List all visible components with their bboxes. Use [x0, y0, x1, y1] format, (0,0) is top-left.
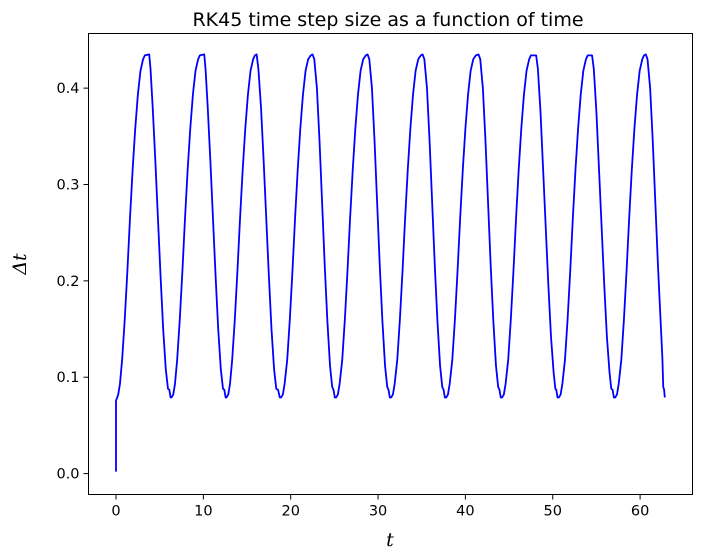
series-line-dt — [115, 53, 666, 472]
x-tick-label: 30 — [369, 504, 387, 520]
y-tick-label: 0.0 — [56, 467, 79, 483]
y-tick-label: 0.4 — [56, 81, 79, 97]
axes-frame — [88, 33, 693, 495]
x-axis-label: t — [386, 529, 394, 551]
y-tick-label: 0.3 — [56, 178, 79, 194]
chart-title: RK45 time step size as a function of tim… — [192, 9, 583, 31]
x-tick-label: 50 — [544, 504, 562, 520]
x-tick-label: 40 — [456, 504, 474, 520]
plot-area — [115, 53, 666, 472]
x-tick-label: 0 — [111, 504, 120, 520]
y-tick-label: 0.2 — [56, 274, 79, 290]
y-axis-label: Δt — [9, 253, 31, 276]
x-tick-label: 20 — [281, 504, 299, 520]
y-axis-ticks: 0.0 0.1 0.2 0.3 0.4 — [56, 81, 89, 483]
y-tick-label: 0.1 — [56, 370, 79, 386]
x-axis-ticks: 0 10 20 30 40 50 60 — [111, 494, 649, 520]
x-tick-label: 10 — [194, 504, 212, 520]
x-tick-label: 60 — [631, 504, 649, 520]
